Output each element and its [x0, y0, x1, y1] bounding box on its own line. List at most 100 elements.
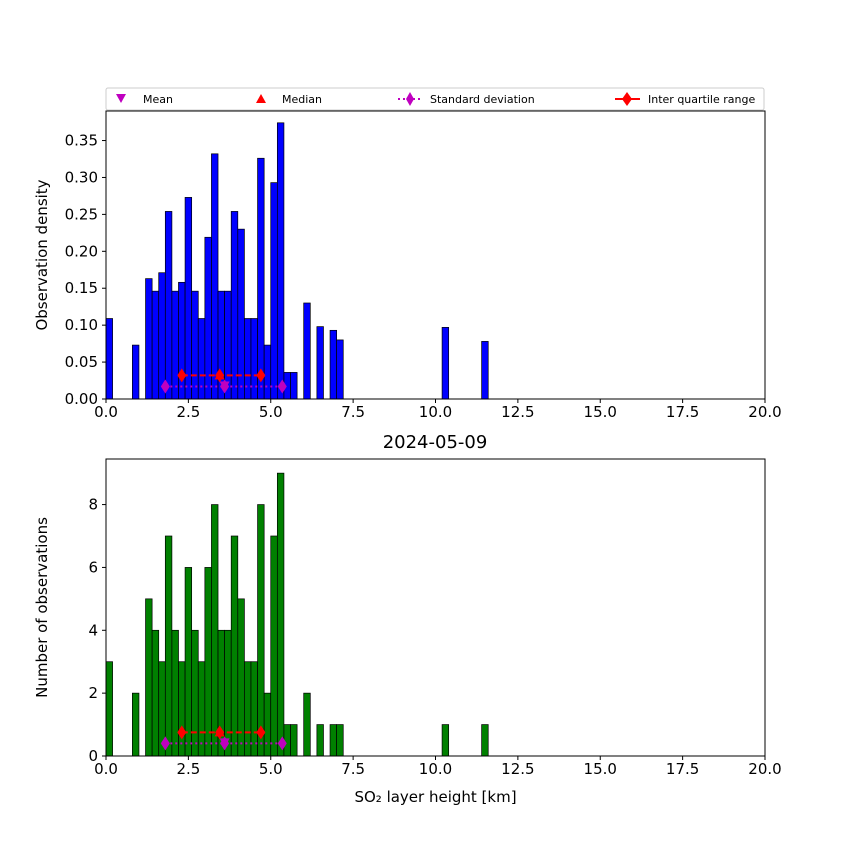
count-bar: [204, 567, 212, 757]
count-bar: [230, 535, 239, 757]
legend-label-std: Standard deviation: [430, 93, 535, 106]
density-markers: [160, 368, 287, 394]
density-y-tick-label: 0.15: [65, 279, 98, 297]
count-bar: [290, 724, 298, 757]
density-bar: [257, 157, 265, 400]
count-x-tick-label: 7.5: [341, 760, 365, 778]
density-bar: [164, 211, 173, 400]
density-x-tick-label: 2.5: [176, 403, 200, 421]
density-bar: [171, 290, 179, 400]
density-bar: [303, 302, 311, 400]
count-bar: [303, 692, 311, 757]
density-bar: [151, 290, 160, 400]
legend-label-median: Median: [282, 93, 322, 106]
count-bar: [441, 724, 450, 757]
density-bar: [276, 122, 285, 400]
density-bar: [270, 182, 278, 400]
density-chart: 0.0 2.5 5.0 7.5 10.0 12.5 15.0 17.5 20.0 0.000.0…: [33, 110, 782, 421]
count-median-marker: [214, 727, 225, 737]
count-x-tick-label: 12.5: [501, 760, 534, 778]
density-y-tick-label: 0.25: [65, 205, 98, 223]
legend-entry-standard-deviation: Standard deviation: [398, 92, 535, 106]
density-iqr-marker: [177, 368, 187, 383]
density-plot-frame: [105, 110, 766, 400]
density-x-tick-label: 5.0: [259, 403, 283, 421]
iqr-marker-icon: [622, 92, 632, 106]
density-bar: [290, 372, 298, 400]
count-y-tick-label: 6: [88, 558, 98, 576]
count-bar: [257, 504, 265, 757]
density-bar: [105, 318, 113, 400]
density-y-tick-label: 0.30: [65, 168, 98, 186]
count-bar: [329, 724, 337, 757]
count-bar: [481, 724, 489, 757]
count-x-tick-label: 5.0: [259, 760, 283, 778]
count-bar: [105, 661, 113, 757]
density-std-marker: [160, 379, 170, 394]
density-iqr-marker: [256, 368, 266, 383]
density-bar: [263, 344, 272, 400]
density-x-ticks: 0.0 2.5 5.0 7.5 10.0 12.5 15.0 17.5 20.0: [94, 399, 782, 421]
count-chart-title: 2024-05-09: [383, 432, 488, 453]
count-bar: [224, 629, 232, 757]
count-x-tick-label: 10.0: [419, 760, 452, 778]
density-x-tick-label: 12.5: [501, 403, 534, 421]
legend-label-iqr: Inter quartile range: [648, 93, 755, 106]
count-std-marker: [160, 736, 170, 751]
count-bar: [184, 567, 193, 757]
density-std-marker: [277, 379, 287, 394]
count-y-tick-label: 8: [88, 496, 98, 514]
density-bar: [230, 211, 239, 400]
count-bar: [164, 535, 173, 757]
density-median-marker: [214, 370, 225, 380]
count-x-tick-label: 0.0: [94, 760, 118, 778]
density-bar: [211, 153, 219, 400]
density-y-tick-label: 0.00: [65, 390, 98, 408]
density-bar: [329, 329, 337, 400]
count-plot-frame: [105, 458, 766, 757]
std-marker-icon: [406, 92, 414, 106]
legend-frame: [105, 87, 765, 111]
count-bar: [244, 661, 252, 757]
count-y-axis-label: Number of observations: [33, 517, 51, 698]
count-y-tick-label: 0: [88, 747, 98, 765]
count-x-tick-label: 20.0: [748, 760, 781, 778]
legend-entry-iqr: Inter quartile range: [615, 92, 755, 106]
density-y-tick-label: 0.10: [65, 316, 98, 334]
density-bar: [441, 327, 450, 400]
count-bar: [283, 724, 291, 757]
count-x-tick-label: 2.5: [176, 760, 200, 778]
density-y-ticks: 0.00 0.05 0.10 0.15 0.20 0.25 0.30 0.35: [65, 132, 106, 408]
legend-entry-median: Median: [256, 93, 322, 106]
count-bar: [197, 661, 206, 757]
density-y-tick-label: 0.20: [65, 242, 98, 260]
density-x-tick-label: 7.5: [341, 403, 365, 421]
density-x-tick-label: 20.0: [748, 403, 781, 421]
count-iqr-marker: [177, 725, 187, 740]
density-bars: [105, 122, 489, 400]
median-marker-icon: [256, 94, 266, 103]
count-bar: [276, 472, 285, 757]
density-bar: [158, 272, 166, 400]
density-y-axis-label: Observation density: [33, 179, 51, 330]
count-x-tick-label: 15.0: [584, 760, 617, 778]
count-bar: [151, 629, 160, 757]
mean-marker-icon: [116, 94, 126, 103]
count-bar: [132, 692, 140, 757]
count-bar: [270, 535, 278, 757]
density-x-tick-label: 15.0: [584, 403, 617, 421]
density-bar: [132, 344, 140, 400]
count-x-axis-label: SO₂ layer height [km]: [354, 788, 516, 806]
density-bar: [316, 326, 324, 400]
count-x-tick-label: 17.5: [666, 760, 699, 778]
density-bar: [237, 228, 245, 400]
count-x-ticks: 0.0 2.5 5.0 7.5 10.0 12.5 15.0 17.5 20.0: [94, 756, 782, 778]
density-bar: [481, 341, 489, 400]
density-bar: [145, 278, 153, 400]
count-y-tick-label: 4: [88, 621, 98, 639]
legend-entry-mean: Mean: [116, 93, 173, 106]
count-chart: 2024-05-09 0.0 2.5 5.0 7.5 10.0 12.5 15.0 17.5 2…: [33, 432, 782, 806]
legend: Mean Median Standard deviation Inter qua…: [105, 87, 765, 111]
